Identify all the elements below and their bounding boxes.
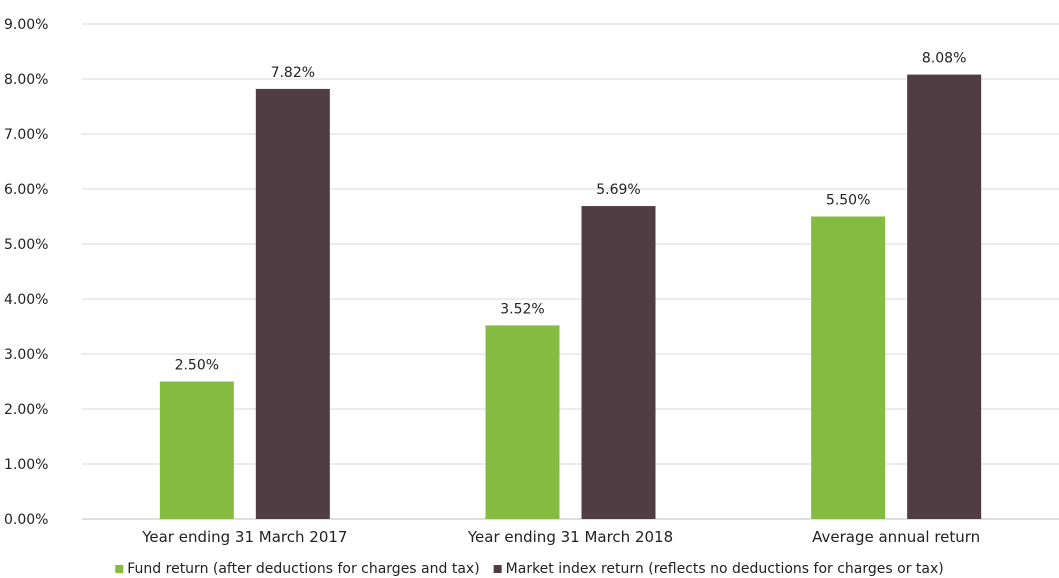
category-label: Year ending 31 March 2017 — [141, 528, 347, 546]
bar — [581, 206, 656, 520]
bar — [485, 325, 560, 519]
legend-swatch — [115, 565, 124, 573]
category-label: Average annual return — [812, 528, 980, 546]
bars — [159, 74, 982, 520]
y-tick-label: 8.00% — [4, 72, 48, 88]
y-tick-label: 2.00% — [4, 402, 48, 418]
data-labels: 2.50% 7.82% 3.52% 5.69% 5.50% 8.08% — [175, 51, 967, 374]
y-tick-label: 1.00% — [4, 457, 48, 473]
legend-item: Market index return (reflects no deducti… — [493, 561, 944, 577]
y-tick-label: 5.00% — [4, 237, 48, 253]
data-label: 3.52% — [500, 301, 544, 317]
y-axis-ticks: 0.00% 1.00% 2.00% 3.00% 4.00% 5.00% 6.00% 7.00%… — [4, 17, 48, 528]
y-tick-label: 0.00% — [4, 512, 48, 528]
y-tick-label: 7.00% — [4, 127, 48, 143]
y-tick-label: 9.00% — [4, 17, 48, 33]
data-label: 2.50% — [175, 358, 219, 374]
data-label: 5.69% — [596, 182, 640, 198]
x-axis-categories: Year ending 31 March 2017 Year ending 31 … — [141, 528, 980, 546]
legend: Fund return (after deductions for charge… — [115, 561, 944, 577]
y-tick-label: 4.00% — [4, 292, 48, 308]
category-label: Year ending 31 March 2018 — [467, 528, 673, 546]
data-label: 8.08% — [922, 51, 966, 67]
legend-label: Fund return (after deductions for charge… — [127, 561, 479, 577]
gridlines — [82, 23, 1059, 520]
legend-item: Fund return (after deductions for charge… — [115, 561, 480, 577]
legend-swatch — [493, 565, 502, 573]
bar — [811, 216, 886, 519]
y-tick-label: 3.00% — [4, 347, 48, 363]
bar — [255, 88, 330, 520]
legend-label: Market index return (reflects no deducti… — [506, 561, 944, 577]
bar — [907, 74, 982, 519]
bar — [159, 381, 234, 519]
data-label: 5.50% — [826, 193, 870, 209]
data-label: 7.82% — [271, 65, 315, 81]
y-tick-label: 6.00% — [4, 182, 48, 198]
